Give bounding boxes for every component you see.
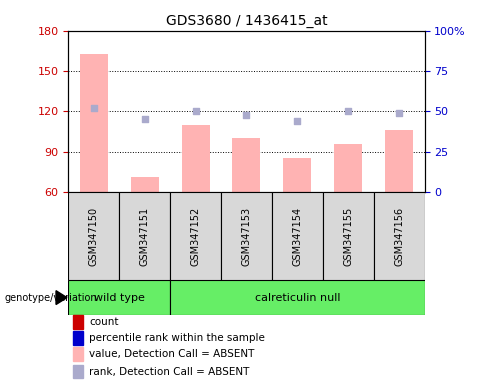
Bar — [272, 192, 323, 280]
Polygon shape — [56, 291, 67, 305]
Bar — [232, 138, 261, 192]
Point — [395, 110, 403, 116]
Text: value, Detection Call = ABSENT: value, Detection Call = ABSENT — [89, 349, 255, 359]
Text: GSM347154: GSM347154 — [292, 207, 303, 266]
Text: GSM347152: GSM347152 — [190, 207, 201, 266]
Bar — [73, 331, 83, 344]
Bar — [323, 192, 374, 280]
Bar — [131, 177, 159, 192]
Bar — [73, 348, 83, 361]
Bar — [73, 315, 83, 329]
Text: GSM347156: GSM347156 — [394, 207, 404, 266]
Text: count: count — [89, 317, 119, 327]
Bar — [284, 159, 311, 192]
Point — [192, 108, 200, 114]
Point — [345, 108, 352, 114]
Text: GSM347155: GSM347155 — [343, 207, 353, 266]
Point — [141, 116, 148, 122]
Bar — [385, 130, 413, 192]
Bar — [374, 192, 425, 280]
Point — [90, 105, 98, 111]
Text: percentile rank within the sample: percentile rank within the sample — [89, 333, 265, 343]
Bar — [80, 53, 108, 192]
Text: GSM347151: GSM347151 — [140, 207, 150, 266]
Text: GSM347150: GSM347150 — [89, 207, 99, 266]
Bar — [119, 192, 170, 280]
Text: wild type: wild type — [94, 293, 144, 303]
Bar — [334, 144, 362, 192]
Bar — [170, 280, 425, 315]
Text: genotype/variation: genotype/variation — [5, 293, 98, 303]
Point — [293, 118, 301, 124]
Bar — [170, 192, 221, 280]
Text: rank, Detection Call = ABSENT: rank, Detection Call = ABSENT — [89, 367, 250, 377]
Bar — [221, 192, 272, 280]
Bar — [73, 365, 83, 379]
Title: GDS3680 / 1436415_at: GDS3680 / 1436415_at — [165, 14, 327, 28]
Point — [243, 111, 250, 118]
Text: calreticulin null: calreticulin null — [255, 293, 340, 303]
Bar — [68, 280, 170, 315]
Bar — [68, 192, 119, 280]
Bar — [182, 125, 209, 192]
Text: GSM347153: GSM347153 — [242, 207, 251, 266]
